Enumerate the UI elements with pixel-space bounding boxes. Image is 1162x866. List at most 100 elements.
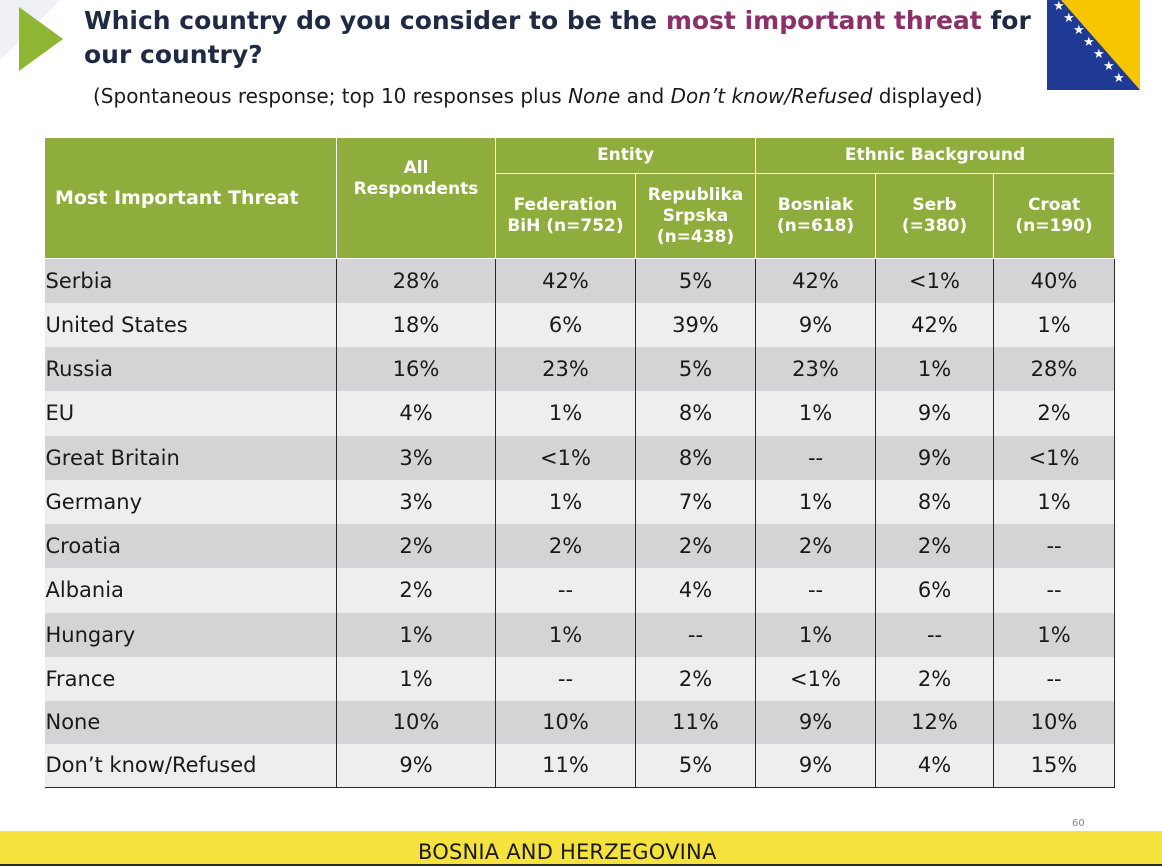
row-value: 5% [634, 346, 757, 391]
row-value: 9% [875, 390, 995, 436]
header-croat: Croat (n=190) [993, 173, 1116, 259]
row-value: -- [634, 612, 757, 657]
row-value: 2% [993, 390, 1116, 436]
page-title: Which country do you consider to be the … [84, 4, 1044, 72]
row-country: EU [44, 390, 337, 436]
row-value: <1% [875, 258, 995, 303]
row-value: 5% [634, 258, 757, 303]
row-value: -- [495, 656, 636, 701]
row-value: 1% [993, 479, 1116, 524]
svg-text:★: ★ [1073, 23, 1085, 38]
svg-text:★: ★ [1053, 0, 1065, 14]
row-value: 8% [634, 390, 757, 436]
row-value: 2% [336, 523, 496, 568]
header-serb: Serb (=380) [875, 173, 995, 259]
table-row: Don’t know/Refused 9% 11% 5% 9% 4% 15% [44, 743, 1116, 788]
table-row: Russia 16% 23% 5% 23% 1% 28% [44, 346, 1116, 391]
row-value: -- [993, 567, 1116, 613]
row-country: Russia [44, 346, 337, 391]
row-value: 1% [993, 612, 1116, 657]
table-row: France 1% -- 2% <1% 2% -- [44, 656, 1116, 701]
table-row: Serbia 28% 42% 5% 42% <1% 40% [44, 258, 1116, 303]
row-value: 4% [875, 743, 995, 788]
row-value: 9% [755, 700, 877, 744]
row-value: 16% [336, 346, 496, 391]
table-row: Germany 3% 1% 7% 1% 8% 1% [44, 479, 1116, 524]
table-row: EU 4% 1% 8% 1% 9% 2% [44, 390, 1116, 436]
row-value: 4% [336, 390, 496, 436]
table-body: Serbia 28% 42% 5% 42% <1% 40% United States 18% 6… [44, 258, 1116, 788]
svg-text:★: ★ [1093, 47, 1105, 62]
row-value: -- [755, 567, 877, 613]
subtitle-em2: Don’t know/Refused [670, 84, 873, 108]
row-country: Germany [44, 479, 337, 524]
row-value: 3% [336, 479, 496, 524]
row-value: 2% [755, 523, 877, 568]
row-value: 1% [875, 346, 995, 391]
title-part1: Which country do you consider to be the [84, 6, 666, 35]
subtitle-em1: None [568, 84, 621, 108]
row-value: 1% [495, 612, 636, 657]
row-value: 9% [755, 743, 877, 788]
row-value: 1% [755, 390, 877, 436]
row-value: 8% [634, 435, 757, 480]
table-row: None 10% 10% 11% 9% 12% 10% [44, 700, 1116, 744]
row-value: 1% [755, 612, 877, 657]
title-part2: for our country? [84, 6, 1031, 69]
title-highlight: most important threat [665, 6, 982, 35]
footer-country: BOSNIA AND HERZEGOVINA [418, 840, 717, 864]
row-country: Albania [44, 567, 337, 613]
row-value: 7% [634, 479, 757, 524]
row-value: 10% [495, 700, 636, 744]
row-value: 42% [875, 302, 995, 347]
page-number: 60 [1072, 818, 1085, 829]
row-value: 15% [993, 743, 1116, 788]
footer-bar [0, 831, 1162, 866]
row-value: 8% [875, 479, 995, 524]
row-value: 39% [634, 302, 757, 347]
row-value: 10% [993, 700, 1116, 744]
table-row: Croatia 2% 2% 2% 2% 2% -- [44, 523, 1116, 568]
table-row: United States 18% 6% 39% 9% 42% 1% [44, 302, 1116, 347]
row-value: 9% [336, 743, 496, 788]
row-value: 3% [336, 435, 496, 480]
row-country: Hungary [44, 612, 337, 657]
row-value: 42% [755, 258, 877, 303]
row-value: 5% [634, 743, 757, 788]
row-value: 1% [993, 302, 1116, 347]
header-group-entity: Entity [494, 137, 757, 174]
row-value: 6% [875, 567, 995, 613]
row-value: <1% [755, 656, 877, 701]
header-all-respondents: All Respondents [336, 137, 496, 259]
header-federation: Federation BiH (n=752) [495, 173, 636, 259]
row-value: 2% [634, 523, 757, 568]
row-value: 12% [875, 700, 995, 744]
row-value: <1% [993, 435, 1116, 480]
row-value: 9% [875, 435, 995, 480]
row-value: 10% [336, 700, 496, 744]
subtitle-part1: (Spontaneous response; top 10 responses … [93, 84, 569, 108]
row-value: 28% [993, 346, 1116, 391]
row-value: -- [993, 656, 1116, 701]
row-country: Croatia [44, 523, 337, 568]
row-value: 2% [495, 523, 636, 568]
row-value: 1% [495, 479, 636, 524]
row-value: 28% [336, 258, 496, 303]
row-value: 11% [495, 743, 636, 788]
row-value: 23% [495, 346, 636, 391]
row-value: 18% [336, 302, 496, 347]
row-value: -- [495, 567, 636, 613]
table-row: Great Britain 3% <1% 8% -- 9% <1% [44, 435, 1116, 480]
row-value: <1% [495, 435, 636, 480]
page-subtitle: (Spontaneous response; top 10 responses … [93, 84, 983, 108]
row-country: United States [44, 302, 337, 347]
row-value: 2% [875, 523, 995, 568]
row-country: None [44, 700, 337, 744]
bosnia-flag-graphic: ★ ★ ★ ★ ★ ★ ★ [1047, 0, 1140, 90]
svg-text:★: ★ [1113, 71, 1125, 86]
play-arrow-icon [19, 7, 63, 71]
row-value: 11% [634, 700, 757, 744]
header-bosniak: Bosniak (n=618) [755, 173, 877, 259]
row-country: France [44, 656, 337, 701]
header-republika-srpska: Republika Srpska (n=438) [634, 173, 757, 259]
